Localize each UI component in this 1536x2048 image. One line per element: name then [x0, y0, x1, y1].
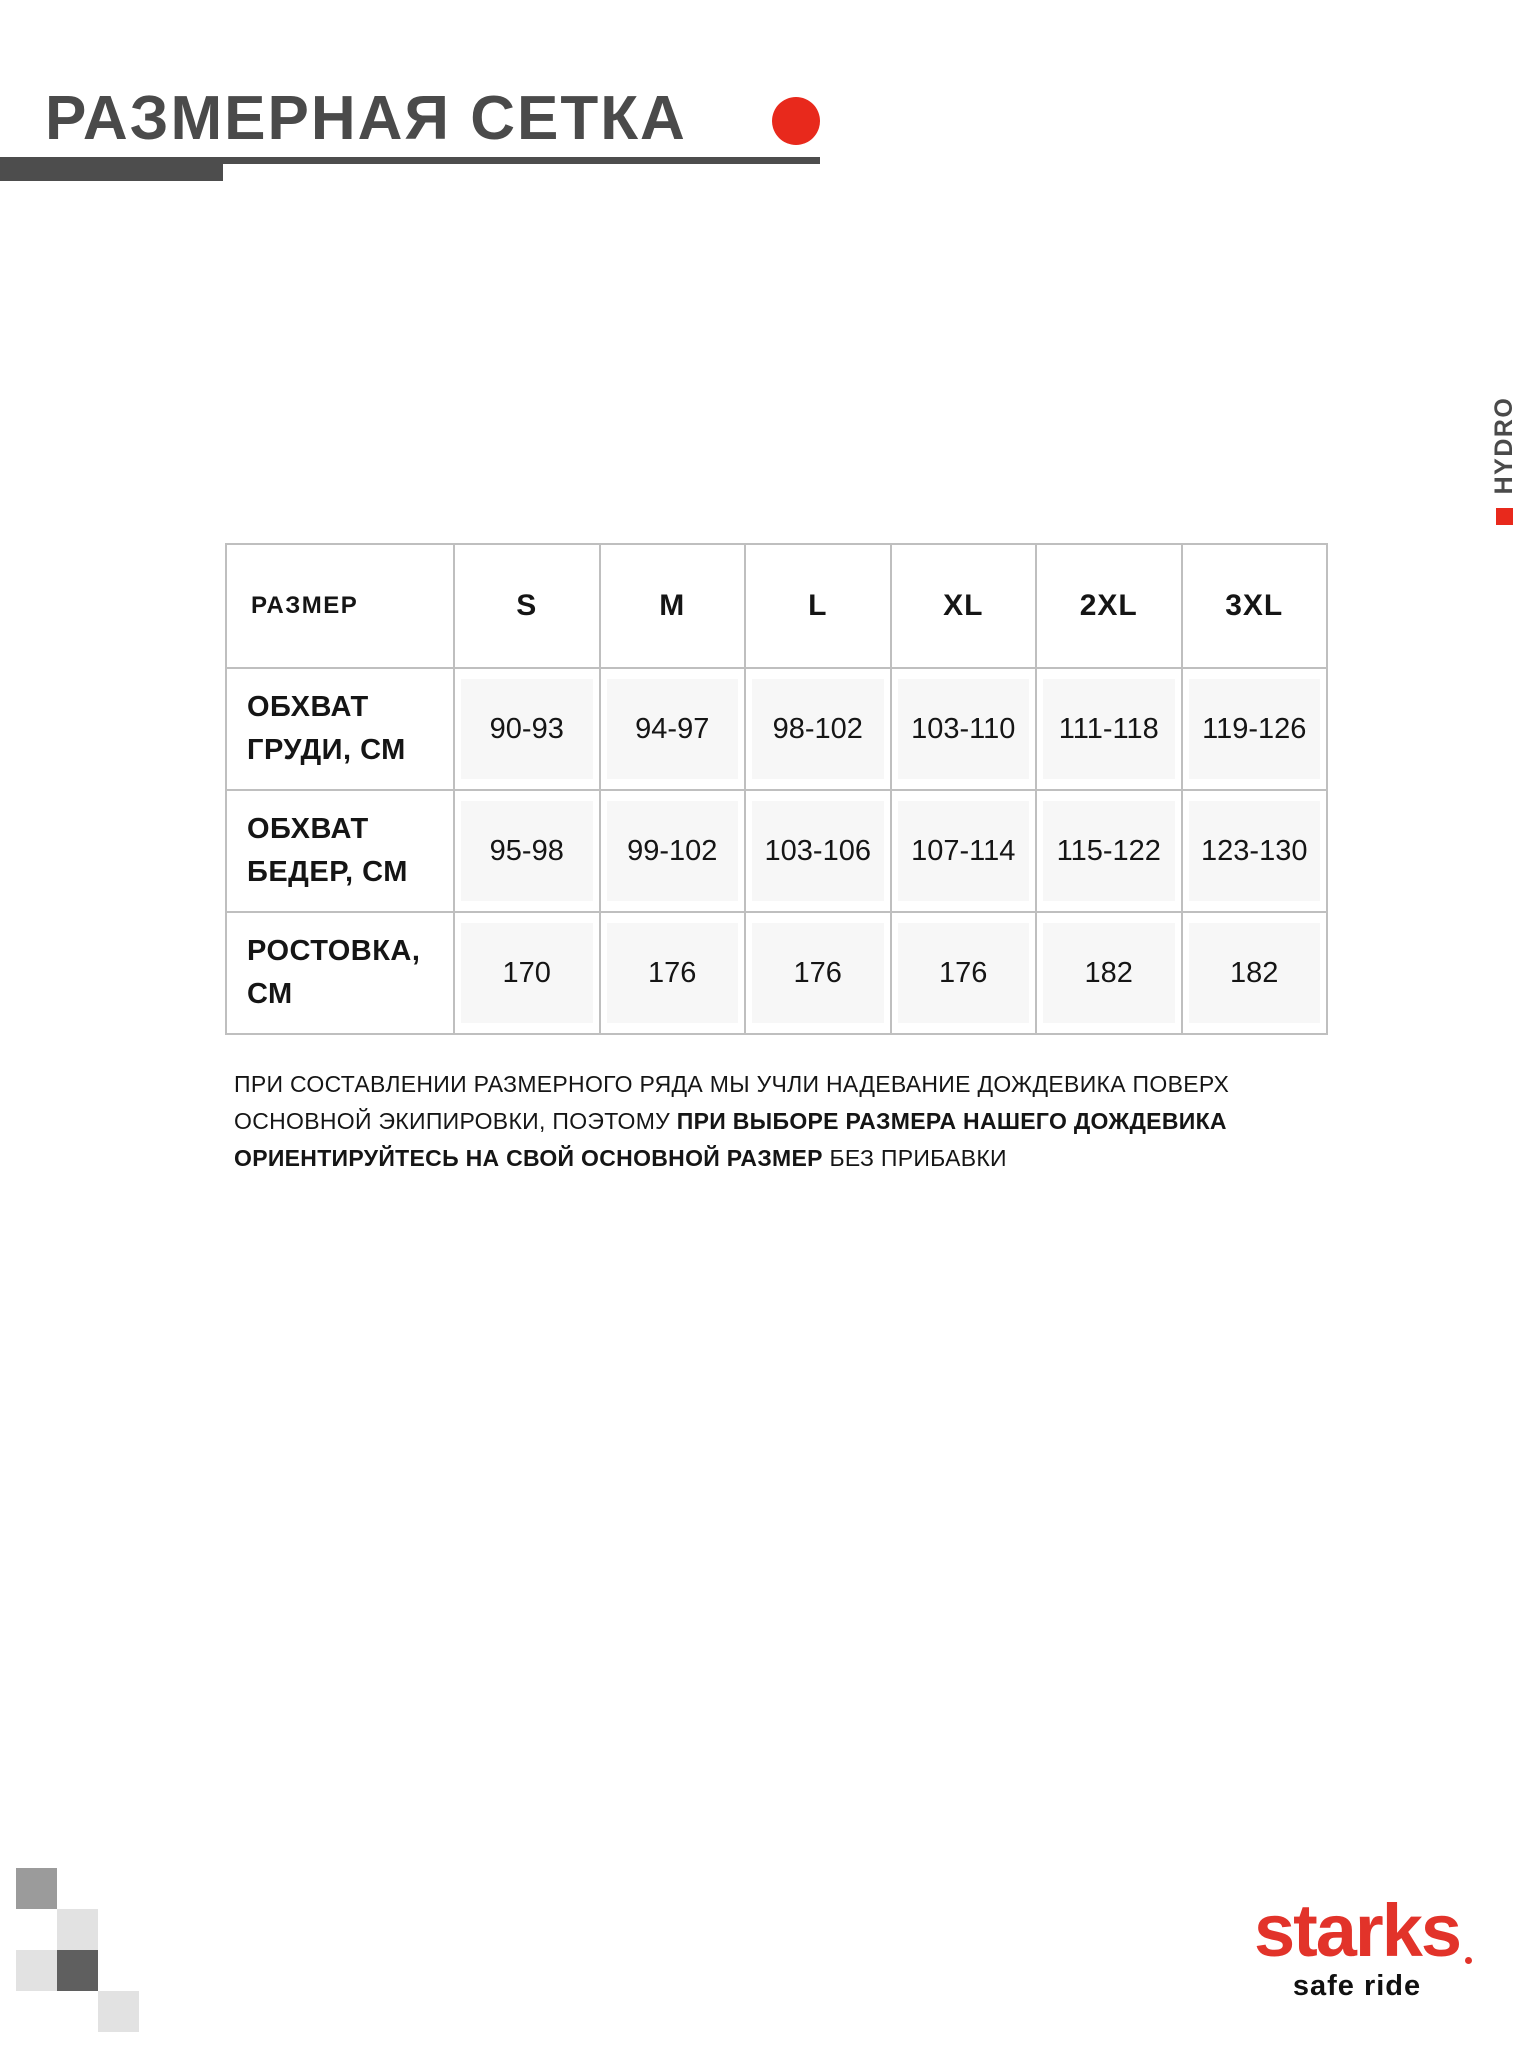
cell-hips-xl: 107-114 — [889, 789, 1037, 913]
title-underline — [0, 157, 820, 164]
sizing-note: ПРИ СОСТАВЛЕНИИ РАЗМЕРНОГО РЯДА МЫ УЧЛИ … — [234, 1066, 1346, 1177]
cell-hips-l: 103-106 — [744, 789, 892, 913]
red-square-icon — [1495, 508, 1513, 526]
cell-hips-2xl: 115-122 — [1035, 789, 1183, 913]
cell-chest-3xl: 119-126 — [1180, 667, 1328, 791]
page-title: РАЗМЕРНАЯ СЕТКА — [45, 84, 687, 153]
cell-height-2xl: 182 — [1035, 911, 1183, 1035]
brand-logo: starks safe ride — [1248, 1894, 1473, 2003]
pixel-square-decoration — [57, 1950, 98, 1991]
table-header-s: S — [453, 543, 601, 669]
trademark-dot-icon — [1465, 1957, 1473, 1964]
red-dot-icon — [772, 97, 820, 145]
cell-height-xl: 176 — [889, 911, 1037, 1035]
sizing-note-regular-1: ПРИ СОСТАВЛЕНИИ РАЗМЕРНОГО РЯДА МЫ УЧЛИ … — [234, 1071, 1230, 1134]
pixel-square-decoration — [98, 1991, 139, 2032]
table-row-chest: ОБХВАТ ГРУДИ, СМ 90-93 94-97 98-102 103-… — [225, 667, 1328, 791]
side-product-label-text: HYDRO — [1489, 396, 1518, 495]
cell-chest-m: 94-97 — [598, 667, 746, 791]
table-row-hips: ОБХВАТ БЕДЕР, СМ 95-98 99-102 103-106 10… — [225, 789, 1328, 913]
side-product-label: HYDRO — [1487, 356, 1521, 566]
size-table: РАЗМЕР S M L XL 2XL 3XL ОБХВАТ ГРУДИ, СМ… — [225, 543, 1328, 1035]
cell-hips-m: 99-102 — [598, 789, 746, 913]
table-header-row: РАЗМЕР S M L XL 2XL 3XL — [225, 543, 1328, 669]
table-header-3xl: 3XL — [1180, 543, 1328, 669]
sizing-note-regular-2: БЕЗ ПРИБАВКИ — [822, 1145, 1007, 1171]
pixel-square-decoration — [57, 1909, 98, 1950]
cell-height-m: 176 — [598, 911, 746, 1035]
brand-logo-wordmark: starks — [1254, 1894, 1473, 1968]
row-label-hips: ОБХВАТ БЕДЕР, СМ — [225, 789, 455, 913]
pixel-square-decoration — [16, 1868, 57, 1909]
pixel-square-decoration — [16, 1950, 57, 1991]
table-row-height: РОСТОВКА, СМ 170 176 176 176 182 182 — [225, 911, 1328, 1035]
cell-chest-l: 98-102 — [744, 667, 892, 791]
row-label-height: РОСТОВКА, СМ — [225, 911, 455, 1035]
cell-height-s: 170 — [453, 911, 601, 1035]
cell-chest-xl: 103-110 — [889, 667, 1037, 791]
table-header-razmer: РАЗМЕР — [225, 543, 455, 669]
table-header-l: L — [744, 543, 892, 669]
cell-hips-s: 95-98 — [453, 789, 601, 913]
brand-logo-text: starks — [1253, 1889, 1462, 1972]
table-header-xl: XL — [889, 543, 1037, 669]
cell-height-l: 176 — [744, 911, 892, 1035]
cell-hips-3xl: 123-130 — [1180, 789, 1328, 913]
sizing-note-bold: ПРИ ВЫБОРЕ РАЗМЕРА НАШЕГО ДОЖДЕВИКА ОРИЕ… — [234, 1108, 1227, 1171]
table-header-2xl: 2XL — [1035, 543, 1183, 669]
cell-height-3xl: 182 — [1180, 911, 1328, 1035]
cell-chest-s: 90-93 — [453, 667, 601, 791]
title-underline-block — [0, 157, 223, 181]
table-header-m: M — [598, 543, 746, 669]
cell-chest-2xl: 111-118 — [1035, 667, 1183, 791]
row-label-chest: ОБХВАТ ГРУДИ, СМ — [225, 667, 455, 791]
brand-logo-tagline: safe ride — [1292, 1970, 1422, 2002]
